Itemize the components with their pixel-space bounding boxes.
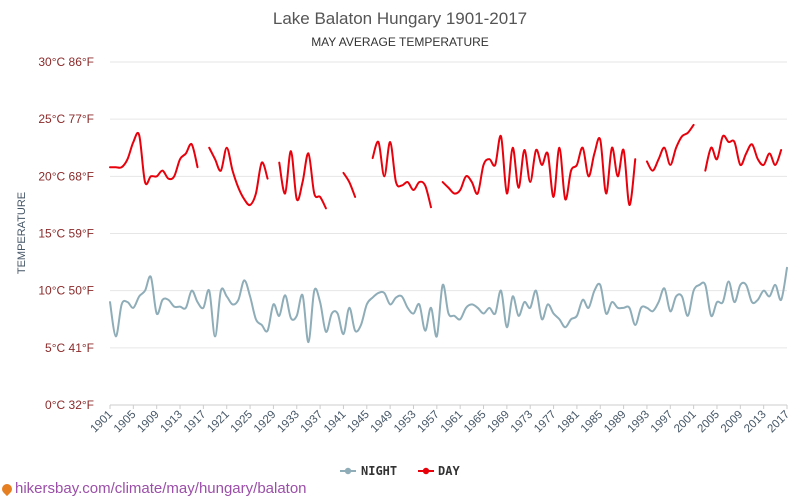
x-tick-label: 1997 [649, 409, 676, 436]
series-line-day [441, 135, 637, 206]
series-line-day [704, 134, 783, 172]
x-tick-label: 1989 [602, 409, 629, 436]
x-tick-label: 2009 [719, 409, 746, 436]
y-axis-label: TEMPERATURE [16, 192, 28, 274]
series-night [109, 266, 788, 344]
x-tick-label: 1949 [369, 409, 396, 436]
x-tick-label: 1921 [205, 409, 232, 436]
y-tick-label: 25°C 77°F [38, 112, 94, 126]
x-axis-ticks: 1901190519091913191719211925192919331937… [89, 404, 793, 436]
x-tick-label: 1917 [182, 409, 209, 436]
y-tick-label: 10°C 50°F [38, 284, 94, 298]
legend-swatch-marker [344, 467, 352, 475]
series-line-day [371, 140, 432, 209]
legend-item-night[interactable]: NIGHT [340, 464, 397, 478]
x-tick-label: 1981 [555, 409, 582, 436]
grid-lines [110, 61, 787, 406]
legend-label: NIGHT [361, 464, 397, 478]
series-line-day [278, 150, 327, 210]
source-link[interactable]: hikersbay.com/climate/may/hungary/balato… [0, 480, 307, 497]
series-layer [109, 123, 788, 344]
y-tick-label: 20°C 68°F [38, 169, 94, 183]
x-tick-label: 1961 [439, 409, 466, 436]
x-tick-label: 1929 [252, 409, 279, 436]
x-tick-label: 2005 [696, 409, 723, 436]
x-tick-label: 1953 [392, 409, 419, 436]
series-line-night [109, 266, 788, 344]
x-tick-label: 1909 [135, 409, 162, 436]
x-tick-label: 1993 [625, 409, 652, 436]
x-tick-label: 1973 [509, 409, 536, 436]
chart-title: Lake Balaton Hungary 1901-2017 [273, 9, 527, 28]
legend-item-day[interactable]: DAY [418, 464, 460, 478]
x-tick-label: 1985 [579, 409, 606, 436]
series-line-day [208, 146, 269, 207]
x-tick-label: 1937 [299, 409, 326, 436]
y-tick-label: 0°C 32°F [45, 398, 94, 412]
legend-label: DAY [438, 464, 460, 478]
x-tick-label: 2001 [672, 409, 699, 436]
x-tick-label: 1965 [462, 409, 489, 436]
x-tick-label: 1925 [229, 409, 256, 436]
series-line-day [109, 131, 199, 186]
legend-swatch-marker [422, 467, 430, 475]
x-tick-label: 1945 [345, 409, 372, 436]
legend[interactable]: NIGHT DAY [340, 464, 460, 478]
y-tick-label: 15°C 59°F [38, 227, 94, 241]
x-tick-label: 1977 [532, 409, 559, 436]
x-tick-label: 1941 [322, 409, 349, 436]
source-text: hikersbay.com/climate/may/hungary/balato… [15, 480, 307, 497]
series-line-day [645, 123, 695, 172]
chart-subtitle: MAY AVERAGE TEMPERATURE [311, 35, 489, 49]
x-tick-label: 1901 [89, 409, 116, 436]
x-tick-label: 1905 [112, 409, 139, 436]
x-tick-label: 1913 [159, 409, 186, 436]
series-day [109, 123, 783, 210]
x-tick-label: 1933 [275, 409, 302, 436]
x-tick-label: 2013 [742, 409, 769, 436]
series-line-day [342, 171, 357, 198]
x-tick-label: 1957 [415, 409, 442, 436]
x-tick-label: 2017 [766, 409, 793, 436]
location-pin-icon [0, 481, 15, 497]
y-tick-label: 30°C 86°F [38, 55, 94, 69]
y-axis-ticks: 0°C 32°F 5°C 41°F 10°C 50°F 15°C 59°F 20°C 6… [38, 55, 94, 412]
y-tick-label: 5°C 41°F [45, 341, 94, 355]
x-tick-label: 1969 [485, 409, 512, 436]
